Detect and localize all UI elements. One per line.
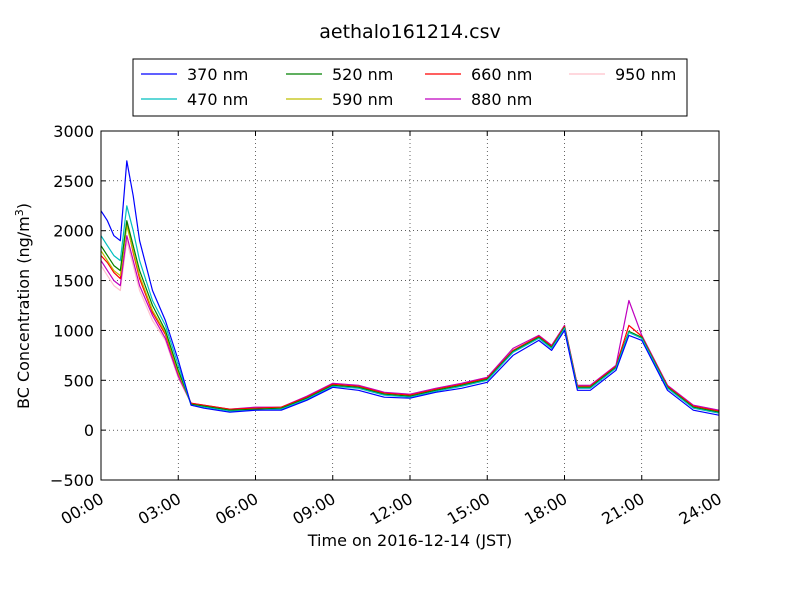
y-tick-label: 1500 — [53, 272, 94, 291]
x-tick-label: 21:00 — [598, 489, 647, 529]
x-tick-labels: 00:00 03:00 06:00 09:00 12:00 15:00 18:00 21:00… — [58, 489, 725, 529]
legend-label: 370 nm — [187, 65, 248, 84]
y-tick-labels: 3000 2500 2000 1500 1000 500 0 −500 — [50, 122, 94, 490]
x-axis-label: Time on 2016-12-14 (JST) — [307, 531, 512, 550]
series-line-470-nm — [100, 205, 720, 414]
chart-title: aethalo161214.csv — [319, 21, 501, 43]
series-line-660-nm — [100, 222, 720, 412]
legend-label: 660 nm — [471, 65, 532, 84]
y-tick-label: 500 — [63, 371, 94, 390]
axis-ticks — [100, 130, 720, 481]
series-line-590-nm — [100, 225, 720, 413]
x-tick-label: 00:00 — [58, 489, 107, 529]
y-tick-label: 2500 — [53, 172, 94, 191]
x-tick-label: 03:00 — [135, 489, 184, 529]
y-tick-label: 3000 — [53, 122, 94, 141]
y-tick-label: 1000 — [53, 321, 94, 340]
x-tick-label: 18:00 — [521, 489, 570, 529]
y-tick-label: −500 — [50, 471, 94, 490]
series-line-370-nm — [100, 160, 720, 416]
legend-label: 470 nm — [187, 90, 248, 109]
series-layer — [100, 160, 720, 416]
x-tick-label: 12:00 — [367, 489, 416, 529]
y-axis-label: BC Concentration (ng/m3) — [13, 203, 33, 409]
legend-label: 590 nm — [332, 90, 393, 109]
grid-lines — [101, 131, 719, 480]
y-tick-label: 2000 — [53, 222, 94, 241]
legend-label: 520 nm — [332, 65, 393, 84]
legend-label: 950 nm — [615, 65, 676, 84]
legend-label: 880 nm — [471, 90, 532, 109]
legend: 370 nm 470 nm 520 nm 590 nm 660 nm 880 nm 950 … — [132, 58, 688, 117]
x-tick-label: 06:00 — [212, 489, 261, 529]
x-tick-label: 15:00 — [444, 489, 493, 529]
series-line-520-nm — [100, 220, 720, 413]
x-tick-label: 24:00 — [676, 489, 725, 529]
series-line-880-nm — [100, 235, 720, 411]
y-tick-label: 0 — [84, 421, 94, 440]
series-line-950-nm — [100, 240, 720, 411]
x-tick-label: 09:00 — [289, 489, 338, 529]
legend-box — [132, 58, 688, 117]
